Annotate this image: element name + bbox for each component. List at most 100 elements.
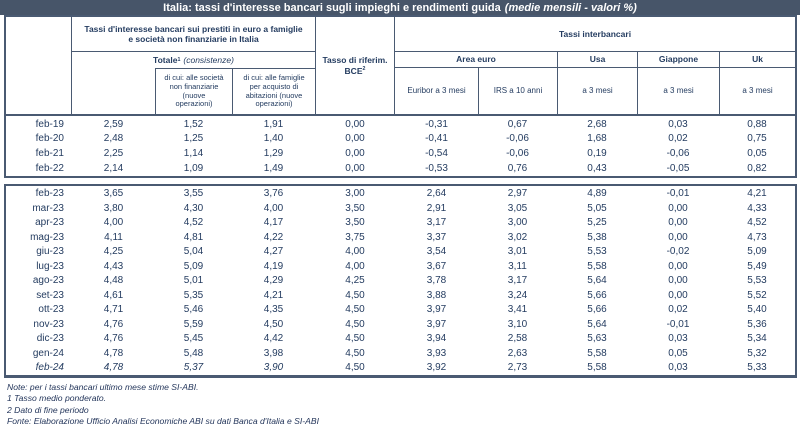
value-cell: 4,52	[183, 217, 204, 229]
value-cell: 4,50	[345, 304, 365, 316]
value-cell: 4,50	[345, 289, 365, 301]
footnote-2: 2 Dato di fine periodo	[7, 404, 89, 415]
monthly-rows: feb-23 3,65 3,55 3,76 3,00 2,64 2,97 4,89 -0,01 4…	[6, 186, 795, 375]
value-cell: 2,91	[426, 202, 447, 214]
value-cell: 5,34	[747, 333, 767, 345]
value-cell: 2,97	[507, 188, 528, 200]
value-cell: 5,33	[747, 362, 767, 374]
value-cell: 5,36	[747, 318, 767, 330]
area-euro-header: Area euro	[395, 52, 557, 68]
value-cell: 0,03	[668, 118, 688, 130]
value-cell: 5,37	[183, 362, 204, 374]
value-cell: 2,58	[507, 333, 528, 345]
value-cell: 4,22	[263, 231, 284, 243]
value-cell: 5,25	[587, 217, 607, 229]
value-cell: 0,00	[668, 231, 688, 243]
value-cell: 5,53	[587, 246, 607, 258]
table-row: mar-23 3,80 4,30 4,00 3,50 2,91 3,05 5,05 0,00 4,…	[6, 201, 795, 216]
totale-label: Totale	[153, 54, 178, 65]
table-block-annual: Tassi d'interesse bancari sui prestiti i…	[4, 15, 797, 179]
value-cell: 4,81	[183, 231, 204, 243]
value-cell: 0,75	[747, 133, 767, 145]
value-cell: 3,78	[426, 275, 447, 287]
table-row: set-23 4,61 5,35 4,21 4,50 3,88 3,24 5,66 0,00 5,…	[6, 288, 795, 303]
value-cell: 4,50	[345, 333, 365, 345]
value-cell: 0,67	[507, 118, 528, 130]
value-cell: 3,10	[507, 318, 528, 330]
value-cell: 3,94	[426, 333, 447, 345]
famiglie-subcolumn-header: di cui: alle famiglie per acquisto di ab…	[232, 68, 315, 114]
value-cell: 4,76	[103, 318, 124, 330]
table-block-monthly: feb-23 3,65 3,55 3,76 3,00 2,64 2,97 4,89 -0,01 4…	[4, 184, 797, 378]
period-cell: gen-24	[32, 347, 64, 359]
value-cell: 3,50	[345, 202, 365, 214]
irs-subheader: IRS a 10 anni	[478, 68, 557, 114]
value-cell: 5,09	[183, 260, 204, 272]
period-cell: set-23	[36, 289, 64, 301]
totale-header: Totale 1 (consistenze)	[153, 54, 234, 65]
period-cell: apr-23	[35, 217, 64, 229]
value-cell: 4,42	[263, 333, 284, 345]
value-cell: 3,01	[507, 246, 528, 258]
uk-3-mesi-subheader: a 3 mesi	[719, 68, 795, 114]
value-cell: -0,06	[506, 147, 529, 159]
page-title-subtitle: (medie mensili - valori %)	[504, 1, 637, 14]
value-cell: 5,64	[587, 318, 607, 330]
value-cell: 4,35	[263, 304, 284, 316]
value-cell: 5,40	[747, 304, 767, 316]
interbank-group-header: Tassi interbancari	[395, 17, 795, 52]
euribor-subheader: Euribor a 3 mesi	[407, 86, 466, 96]
societa-subcolumn-header: di cui: alle società non finanziarie (nu…	[155, 68, 232, 114]
value-cell: 2,59	[103, 118, 124, 130]
value-cell: 4,00	[345, 260, 365, 272]
period-cell: feb-24	[35, 362, 64, 374]
uk-header: Uk	[719, 52, 795, 68]
value-cell: 0,00	[345, 162, 365, 174]
value-cell: 1,52	[183, 118, 204, 130]
table-row: lug-23 4,43 5,09 4,19 4,00 3,67 3,11 5,58 0,00 5,…	[6, 259, 795, 274]
value-cell: 5,32	[747, 347, 767, 359]
value-cell: 2,68	[587, 118, 607, 130]
period-cell: feb-21	[35, 147, 64, 159]
value-cell: 1,09	[183, 162, 204, 174]
table-notes: Note: per i tassi bancari ultimo mese st…	[7, 382, 797, 428]
value-cell: 4,21	[263, 289, 284, 301]
value-cell: 1,40	[263, 133, 284, 145]
value-cell: -0,02	[666, 246, 690, 258]
period-cell: lug-23	[36, 260, 64, 272]
value-cell: 5,38	[587, 231, 607, 243]
value-cell: 0,00	[668, 202, 688, 214]
value-cell: 3,98	[263, 347, 284, 359]
value-cell: 0,19	[587, 147, 607, 159]
value-cell: 4,27	[263, 246, 284, 258]
value-cell: 0,03	[668, 333, 688, 345]
value-cell: 4,73	[747, 231, 767, 243]
value-cell: 4,43	[103, 260, 124, 272]
value-cell: 4,21	[747, 188, 767, 200]
value-cell: 3,24	[507, 289, 528, 301]
usa-3-mesi-subheader: a 3 mesi	[557, 68, 637, 114]
period-cell: feb-22	[35, 162, 64, 174]
period-column-header	[6, 17, 72, 114]
value-cell: 5,53	[747, 275, 767, 287]
value-cell: 0,05	[747, 147, 767, 159]
value-cell: 0,00	[668, 289, 688, 301]
value-cell: 5,35	[183, 289, 204, 301]
table-row: feb-20 2,48 1,25 1,40 0,00 -0,41 -0,06 1,68 0,02…	[6, 132, 795, 147]
value-cell: 4,61	[103, 289, 124, 301]
value-cell: 5,66	[587, 289, 607, 301]
value-cell: 4,89	[587, 188, 607, 200]
value-cell: 4,76	[103, 333, 124, 345]
value-cell: 4,17	[263, 217, 284, 229]
giappone-header: Giappone	[637, 52, 719, 68]
value-cell: -0,41	[425, 133, 448, 145]
value-cell: -0,53	[425, 162, 448, 174]
period-cell: feb-23	[35, 188, 64, 200]
value-cell: 5,45	[183, 333, 204, 345]
value-cell: 4,50	[345, 362, 365, 374]
value-cell: 4,25	[345, 275, 365, 287]
value-cell: 5,58	[587, 260, 607, 272]
table-row: mag-23 4,11 4,81 4,22 3,75 3,37 3,02 5,38 0,00 4,…	[6, 230, 795, 245]
value-cell: 3,76	[263, 188, 284, 200]
value-cell: 3,55	[183, 188, 204, 200]
